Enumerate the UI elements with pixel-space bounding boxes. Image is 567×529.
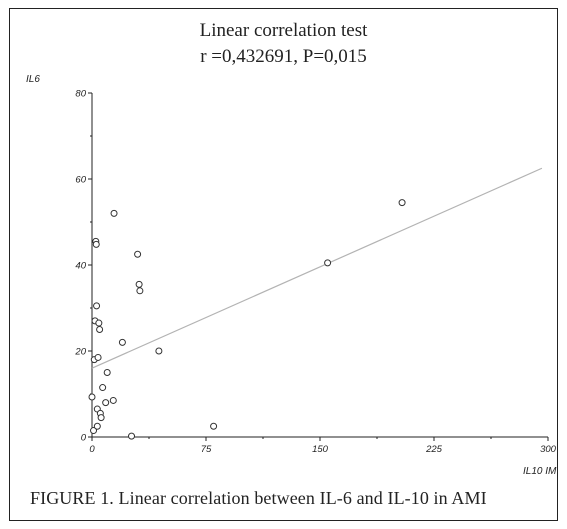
- y-tick-label: 60: [75, 175, 86, 186]
- data-point: [118, 338, 126, 346]
- data-point: [155, 347, 163, 355]
- data-point: [110, 209, 118, 217]
- x-tick-label: 75: [201, 444, 212, 455]
- x-tick-label: 225: [425, 444, 443, 455]
- y-axis-label: IL6: [26, 74, 40, 85]
- data-point: [109, 396, 117, 404]
- y-tick-label: 80: [75, 89, 86, 100]
- x-tick-label: 150: [312, 444, 329, 455]
- data-point: [90, 427, 98, 435]
- data-point: [93, 302, 101, 310]
- data-point: [88, 393, 96, 401]
- data-point: [135, 280, 143, 288]
- data-point: [96, 326, 104, 333]
- y-tick-label: 40: [75, 261, 86, 272]
- data-point: [324, 259, 332, 267]
- data-point: [93, 422, 101, 430]
- x-tick-label: 0: [89, 444, 95, 455]
- data-point: [99, 384, 107, 392]
- x-axis-label: IL10 IM: [523, 466, 557, 477]
- data-point: [210, 422, 218, 430]
- data-point: [95, 319, 103, 327]
- chart-subtitle: r =0,432691, P=0,015: [200, 46, 367, 67]
- data-point: [103, 369, 111, 376]
- data-point: [128, 432, 136, 440]
- regression-line: [91, 167, 543, 369]
- data-point: [398, 199, 406, 207]
- figure-caption: FIGURE 1. Linear correlation between IL-…: [30, 488, 487, 508]
- figure-frame: [9, 8, 558, 521]
- data-point: [134, 250, 142, 258]
- data-point: [97, 414, 105, 422]
- y-tick-label: 20: [74, 347, 86, 358]
- data-point: [136, 287, 144, 295]
- data-point: [92, 240, 100, 248]
- chart-title: Linear correlation test: [199, 20, 368, 41]
- y-tick-label: 0: [81, 433, 87, 444]
- data-point: [94, 353, 102, 361]
- data-point: [102, 399, 110, 407]
- x-tick-label: 300: [540, 444, 557, 455]
